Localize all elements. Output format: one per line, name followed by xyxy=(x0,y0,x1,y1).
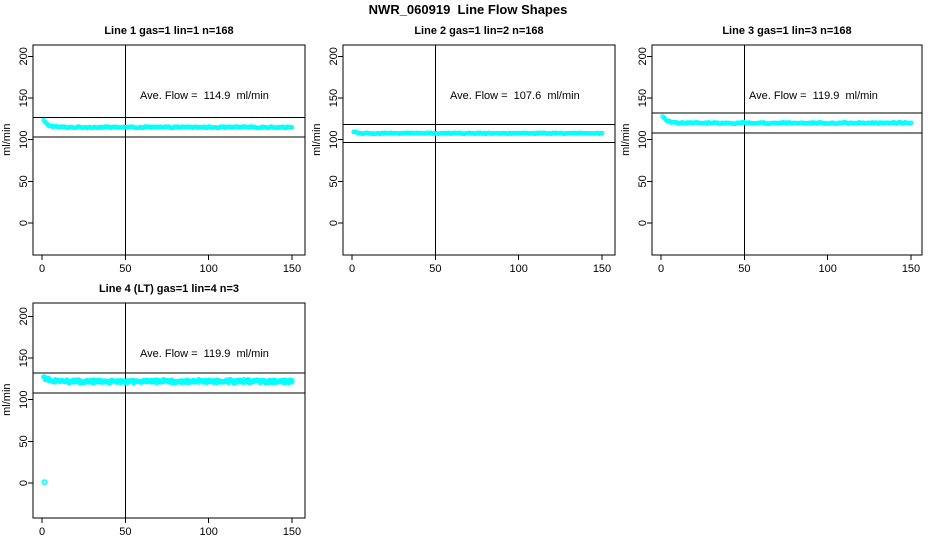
y-tick-label: 50 xyxy=(18,435,30,447)
y-axis-label: ml/min xyxy=(620,123,632,155)
y-tick-label: 100 xyxy=(18,390,30,408)
y-tick-label: 150 xyxy=(328,89,340,107)
y-tick-label: 100 xyxy=(637,130,649,148)
subplot-title: Line 3 gas=1 lin=3 n=168 xyxy=(722,25,852,37)
outlier-point xyxy=(41,479,48,486)
y-axis-ticks: 0 50 100 150 200 xyxy=(637,47,652,226)
x-tick-label: 150 xyxy=(283,263,301,275)
ave-flow-annotation: Ave. Flow = 114.9 ml/min xyxy=(140,90,269,102)
axis-box xyxy=(651,44,923,256)
y-tick-label: 200 xyxy=(18,47,30,65)
x-tick-label: 50 xyxy=(119,526,131,538)
ave-flow-annotation: Ave. Flow = 119.9 ml/min xyxy=(140,348,269,360)
plot-canvas: 0 50 100 150 0 50 100 150 200 ml/min xyxy=(1,302,306,538)
x-tick-label: 100 xyxy=(199,263,217,275)
y-axis-label: ml/min xyxy=(1,123,13,155)
x-tick-label: 0 xyxy=(39,526,45,538)
y-tick-label: 150 xyxy=(18,349,30,367)
plot-canvas: 0 50 100 150 0 50 100 150 200 ml/min xyxy=(1,44,306,275)
x-tick-label: 50 xyxy=(119,263,131,275)
x-tick-label: 0 xyxy=(658,263,664,275)
y-tick-label: 0 xyxy=(328,220,340,226)
x-axis-ticks: 0 50 100 150 xyxy=(349,255,611,275)
x-tick-label: 100 xyxy=(818,263,836,275)
x-tick-label: 100 xyxy=(509,263,527,275)
data-points xyxy=(41,117,295,131)
y-tick-label: 200 xyxy=(18,307,30,325)
x-tick-label: 50 xyxy=(738,263,750,275)
x-axis-ticks: 0 50 100 150 xyxy=(39,518,301,538)
ave-flow-annotation: Ave. Flow = 119.9 ml/min xyxy=(749,90,878,102)
x-tick-label: 150 xyxy=(593,263,611,275)
plot-canvas: 0 50 100 150 0 50 100 150 200 ml/min xyxy=(620,44,923,275)
subplot-line-3: Line 3 gas=1 lin=3 n=168 Ave. Flow = 119… xyxy=(619,0,931,282)
y-tick-label: 200 xyxy=(328,47,340,65)
y-tick-label: 0 xyxy=(18,480,30,486)
y-tick-label: 0 xyxy=(637,220,649,226)
data-points xyxy=(351,129,605,137)
y-tick-label: 100 xyxy=(328,130,340,148)
axis-box xyxy=(32,44,306,256)
y-tick-label: 50 xyxy=(328,175,340,187)
subplot-line-4: Line 4 (LT) gas=1 lin=4 n=3 Ave. Flow = … xyxy=(0,258,312,540)
x-tick-label: 150 xyxy=(283,526,301,538)
axis-box xyxy=(32,302,306,519)
y-tick-label: 50 xyxy=(637,175,649,187)
y-tick-label: 150 xyxy=(637,89,649,107)
x-tick-label: 50 xyxy=(429,263,441,275)
subplot-title: Line 1 gas=1 lin=1 n=168 xyxy=(104,25,234,37)
subplot-line-2: Line 2 gas=1 lin=2 n=168 Ave. Flow = 107… xyxy=(310,0,622,282)
subplot-line-1: Line 1 gas=1 lin=1 n=168 Ave. Flow = 114… xyxy=(0,0,312,282)
y-axis-label: ml/min xyxy=(1,383,13,415)
y-tick-label: 100 xyxy=(18,130,30,148)
subplot-title: Line 4 (LT) gas=1 lin=4 n=3 xyxy=(98,283,240,295)
y-tick-label: 150 xyxy=(18,89,30,107)
y-tick-label: 200 xyxy=(637,47,649,65)
plot-canvas: 0 50 100 150 0 50 100 150 200 ml/min xyxy=(311,44,616,275)
subplot-title: Line 2 gas=1 lin=2 n=168 xyxy=(414,25,544,37)
x-tick-label: 100 xyxy=(199,526,217,538)
data-points xyxy=(41,374,295,386)
y-axis-ticks: 0 50 100 150 200 xyxy=(18,47,33,226)
y-tick-label: 50 xyxy=(18,175,30,187)
x-tick-label: 150 xyxy=(902,263,920,275)
x-tick-label: 0 xyxy=(39,263,45,275)
y-axis-ticks: 0 50 100 150 200 xyxy=(328,47,343,226)
x-axis-ticks: 0 50 100 150 xyxy=(39,255,301,275)
axis-box xyxy=(342,44,616,256)
figure-title: NWR_060919 Line Flow Shapes xyxy=(368,2,568,17)
y-tick-label: 0 xyxy=(18,220,30,226)
ave-flow-annotation: Ave. Flow = 107.6 ml/min xyxy=(450,90,580,102)
x-tick-label: 0 xyxy=(349,263,355,275)
x-axis-ticks: 0 50 100 150 xyxy=(658,255,920,275)
y-axis-ticks: 0 50 100 150 200 xyxy=(18,307,33,486)
y-axis-label: ml/min xyxy=(311,123,323,155)
data-points xyxy=(660,114,914,127)
